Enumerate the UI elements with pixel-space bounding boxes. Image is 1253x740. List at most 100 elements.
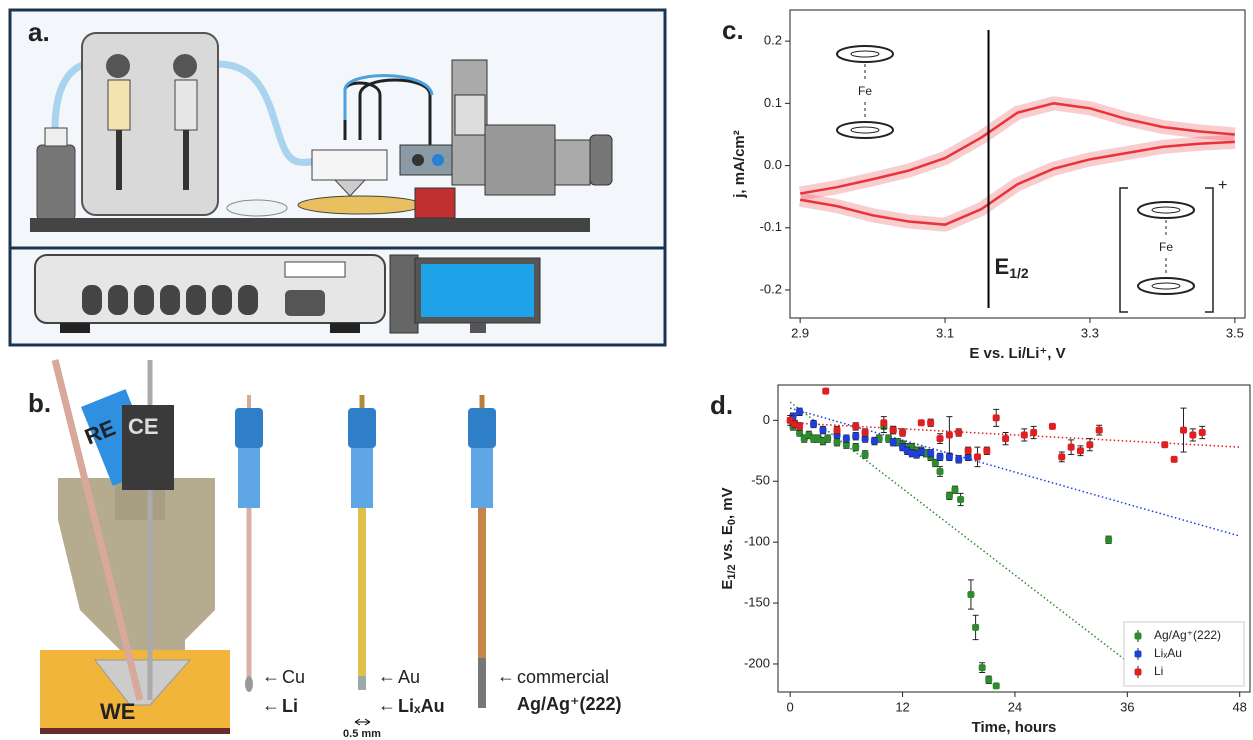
au-label: Au: [398, 667, 420, 687]
x-tick-label: 2.9: [791, 325, 809, 340]
y-tick-label: -200: [744, 655, 770, 670]
arrow: ←: [262, 666, 280, 686]
point: [964, 453, 972, 461]
point: [973, 453, 981, 461]
point: [1020, 431, 1028, 439]
point: [1058, 453, 1066, 461]
point: [1161, 441, 1169, 449]
plunger: [116, 130, 122, 190]
cv-curve: [799, 102, 1235, 195]
point: [917, 419, 925, 427]
column-rail: [454, 94, 486, 136]
point: [842, 441, 850, 449]
display: [284, 261, 346, 278]
syringe: [107, 79, 131, 131]
point: [1095, 426, 1103, 434]
point: [1002, 435, 1010, 443]
base: [30, 218, 590, 232]
x-tick-label: 48: [1232, 699, 1246, 714]
trend-line: [789, 407, 1240, 537]
charge: +: [1218, 177, 1227, 194]
point: [852, 422, 860, 430]
x-tick-label: 3.3: [1081, 325, 1099, 340]
point: [978, 664, 986, 672]
cp-ring: [1137, 277, 1195, 295]
point: [819, 426, 827, 434]
agag-label: Ag/Ag⁺(222): [517, 694, 622, 714]
point: [945, 453, 953, 461]
panel-label: c.: [722, 15, 744, 45]
cv-curve: [799, 140, 1235, 226]
fe-label: Fe: [858, 84, 872, 98]
sample: [414, 187, 456, 219]
point: [861, 435, 869, 443]
panel-label: b.: [28, 388, 51, 418]
point: [899, 429, 907, 437]
y-tick-label: 0: [763, 412, 770, 427]
arrow: ←: [497, 666, 515, 686]
monitor-stand: [470, 323, 486, 333]
plunger: [183, 130, 189, 190]
point: [957, 496, 965, 504]
x-tick-label: 12: [895, 699, 909, 714]
point: [796, 408, 804, 416]
cp-ring-inner: [850, 126, 880, 134]
point: [955, 455, 963, 463]
point: [983, 447, 991, 455]
point: [870, 437, 878, 445]
x-tick-label: 3.5: [1226, 325, 1244, 340]
legend-label: Li: [1154, 664, 1163, 678]
x-tick-label: 3.1: [936, 325, 954, 340]
point: [824, 435, 832, 443]
cp-ring-inner: [1151, 206, 1181, 214]
point: [1076, 447, 1084, 455]
y-axis-label: E1/2 vs. E0, mV: [719, 487, 738, 589]
cp-ring-inner: [1151, 282, 1181, 290]
e-half-label: E1/2: [995, 254, 1029, 281]
foot: [330, 323, 360, 333]
point: [889, 438, 897, 446]
plot-frame: [789, 9, 1246, 319]
point: [927, 449, 935, 457]
point: [1086, 441, 1094, 449]
trend-line: [789, 401, 1128, 663]
connector: [285, 290, 325, 316]
legend-label: LiₓAu: [1154, 646, 1182, 660]
y-tick-label: -0.1: [760, 219, 782, 234]
legend-swatch: [1134, 632, 1142, 640]
point: [1105, 536, 1113, 544]
point: [917, 448, 925, 456]
bottle-cap: [44, 127, 68, 147]
trend-line: [790, 422, 1240, 448]
valve: [106, 54, 130, 78]
point: [927, 419, 935, 427]
point: [964, 447, 972, 455]
y-axis-label-part: E: [719, 580, 736, 590]
screen: [421, 264, 534, 317]
point: [1067, 443, 1075, 451]
li-label: Li: [282, 696, 298, 716]
scale-arrow: [354, 718, 371, 726]
legend: [1123, 621, 1245, 687]
cp-ring: [836, 45, 894, 63]
pc-tower: [389, 254, 419, 334]
arrow: ←: [378, 666, 396, 686]
point: [951, 486, 959, 494]
point: [931, 459, 939, 467]
point: [992, 682, 1000, 690]
y-axis-label: j, mA/cm²: [731, 130, 748, 199]
point: [1048, 422, 1056, 430]
point: [936, 435, 944, 443]
ce-label: CE: [128, 414, 159, 439]
point: [972, 623, 980, 631]
e-half-sub: 1/2: [1009, 265, 1029, 281]
point: [796, 422, 804, 430]
commercial-label: commercial: [517, 667, 609, 687]
dish: [226, 199, 288, 217]
bracket: [1119, 187, 1214, 313]
arrow: ←: [262, 695, 280, 715]
point: [861, 429, 869, 437]
re-wire: [51, 359, 144, 701]
point: [985, 676, 993, 684]
